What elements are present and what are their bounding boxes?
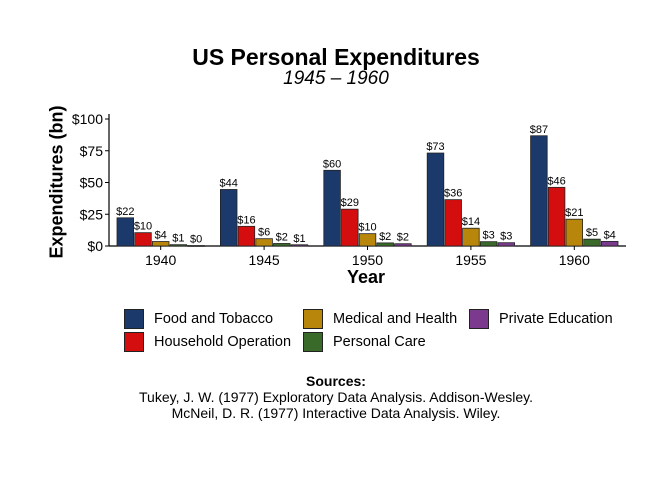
data-label: $87 bbox=[530, 124, 548, 136]
bar bbox=[479, 241, 498, 247]
legend-item-private-education: Private Education bbox=[469, 309, 613, 329]
bar bbox=[323, 169, 341, 247]
data-label: $5 bbox=[586, 227, 598, 239]
x-tick-label: 1940 bbox=[145, 252, 176, 268]
bar bbox=[394, 243, 412, 247]
data-label: $16 bbox=[237, 214, 255, 226]
data-label: $1 bbox=[293, 233, 305, 245]
bar bbox=[601, 240, 619, 247]
y-tick-label: $25 bbox=[80, 206, 104, 222]
legend-swatch bbox=[469, 309, 489, 329]
bar bbox=[444, 199, 462, 247]
y-tick-label: $100 bbox=[72, 111, 103, 127]
data-label: $0 bbox=[190, 234, 202, 246]
data-label: $1 bbox=[172, 233, 184, 245]
legend-label: Household Operation bbox=[154, 334, 292, 350]
data-label: $46 bbox=[547, 175, 565, 187]
page-title: US Personal Expenditures bbox=[192, 44, 480, 70]
y-tick-label: $0 bbox=[87, 238, 103, 254]
bar bbox=[497, 242, 516, 247]
bar bbox=[358, 233, 377, 247]
legend-item-food-and-tobacco: Food and Tobacco bbox=[124, 309, 273, 329]
bar bbox=[237, 225, 256, 247]
data-label: $2 bbox=[397, 232, 409, 244]
data-label: $4 bbox=[155, 230, 167, 242]
legend-label: Private Education bbox=[499, 311, 613, 327]
bar bbox=[169, 244, 188, 247]
sources-line: McNeil, D. R. (1977) Interactive Data An… bbox=[171, 405, 501, 421]
data-label: $3 bbox=[500, 231, 512, 243]
x-axis-label: Year bbox=[346, 267, 386, 287]
bar bbox=[290, 244, 309, 247]
data-label: $44 bbox=[220, 177, 238, 189]
data-label: $21 bbox=[565, 207, 583, 219]
legend-label: Food and Tobacco bbox=[154, 311, 274, 327]
bar bbox=[583, 238, 601, 247]
data-label: $10 bbox=[134, 221, 152, 233]
legend-label: Personal Care bbox=[333, 334, 426, 350]
bar bbox=[116, 217, 135, 247]
x-tick-label: 1960 bbox=[559, 252, 590, 268]
legend-label: Medical and Health bbox=[333, 311, 458, 327]
page-subtitle: 1945 – 1960 bbox=[283, 68, 389, 89]
sources-heading: Sources: bbox=[306, 373, 366, 389]
y-tick-label: $50 bbox=[80, 175, 104, 191]
data-label: $10 bbox=[358, 222, 376, 234]
legend-swatch bbox=[303, 309, 323, 329]
bar bbox=[426, 152, 445, 247]
bar bbox=[187, 245, 205, 247]
bar bbox=[219, 189, 238, 247]
x-tick-label: 1945 bbox=[249, 252, 280, 268]
data-label: $4 bbox=[604, 229, 616, 241]
y-axis-label: Expenditures (bn) bbox=[46, 105, 67, 259]
bar bbox=[530, 135, 548, 247]
x-tick-label: 1950 bbox=[352, 252, 383, 268]
data-label: $36 bbox=[444, 188, 462, 200]
legend-swatch bbox=[124, 309, 144, 329]
data-label: $22 bbox=[116, 206, 134, 218]
legend-item-household-operation: Household Operation bbox=[124, 332, 291, 352]
data-label: $60 bbox=[323, 158, 341, 170]
bar bbox=[134, 232, 152, 247]
data-label: $29 bbox=[341, 197, 359, 209]
bar bbox=[273, 243, 291, 247]
data-label: $73 bbox=[426, 141, 444, 153]
data-label: $2 bbox=[276, 231, 288, 243]
data-label: $6 bbox=[258, 227, 270, 239]
legend-swatch bbox=[124, 332, 144, 352]
bar bbox=[376, 242, 394, 247]
y-tick-label: $75 bbox=[80, 143, 104, 159]
legend-item-personal-care: Personal Care bbox=[303, 332, 426, 352]
sources-note: Sources: Tukey, J. W. (1977) Exploratory… bbox=[0, 373, 672, 421]
legend-item-medical-and-health: Medical and Health bbox=[303, 309, 457, 329]
data-label: $2 bbox=[379, 231, 391, 243]
data-label: $14 bbox=[462, 216, 480, 228]
bar bbox=[565, 218, 584, 247]
bar bbox=[547, 186, 566, 247]
bar bbox=[151, 241, 170, 247]
bar bbox=[462, 227, 480, 247]
x-tick-label: 1955 bbox=[455, 252, 486, 268]
data-label: $3 bbox=[482, 230, 494, 242]
sources-line: Tukey, J. W. (1977) Exploratory Data Ana… bbox=[139, 389, 533, 405]
legend-swatch bbox=[303, 332, 323, 352]
bar bbox=[341, 208, 359, 247]
bar bbox=[255, 238, 273, 247]
